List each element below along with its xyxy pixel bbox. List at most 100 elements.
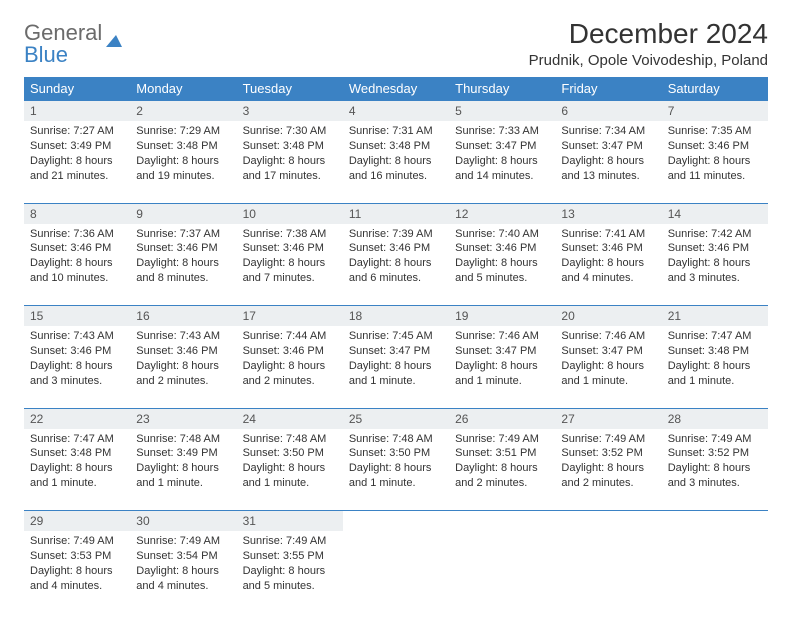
sunrise-line: Sunrise: 7:49 AM [561,432,655,447]
sunrise-line: Sunrise: 7:48 AM [349,432,443,447]
daylight-line: Daylight: 8 hours and 14 minutes. [455,154,549,184]
daylight-line: Daylight: 8 hours and 5 minutes. [243,564,337,594]
sunrise-line: Sunrise: 7:41 AM [561,227,655,242]
sunrise-line: Sunrise: 7:36 AM [30,227,124,242]
day-info-row: Sunrise: 7:47 AMSunset: 3:48 PMDaylight:… [24,429,768,511]
day-number-cell: 3 [237,101,343,122]
daylight-line: Daylight: 8 hours and 10 minutes. [30,256,124,286]
day-info-cell: Sunrise: 7:48 AMSunset: 3:50 PMDaylight:… [237,429,343,511]
daylight-line: Daylight: 8 hours and 16 minutes. [349,154,443,184]
day-number-row: 293031 [24,511,768,532]
sunrise-line: Sunrise: 7:43 AM [30,329,124,344]
logo-text-2: Blue [24,42,68,67]
day-number-row: 22232425262728 [24,408,768,429]
sunset-line: Sunset: 3:52 PM [561,446,655,461]
daylight-line: Daylight: 8 hours and 2 minutes. [243,359,337,389]
daylight-line: Daylight: 8 hours and 7 minutes. [243,256,337,286]
sunrise-line: Sunrise: 7:43 AM [136,329,230,344]
weekday-header: Tuesday [237,77,343,101]
sunset-line: Sunset: 3:50 PM [349,446,443,461]
sunrise-line: Sunrise: 7:39 AM [349,227,443,242]
day-number-cell: 9 [130,203,236,224]
daylight-line: Daylight: 8 hours and 19 minutes. [136,154,230,184]
page-title: December 2024 [529,18,768,50]
header: General Blue December 2024 Prudnik, Opol… [24,18,768,69]
day-number-cell: 7 [662,101,768,122]
day-info-cell: Sunrise: 7:31 AMSunset: 3:48 PMDaylight:… [343,121,449,203]
day-number-cell: 27 [555,408,661,429]
day-info-cell: Sunrise: 7:46 AMSunset: 3:47 PMDaylight:… [555,326,661,408]
day-info-cell: Sunrise: 7:49 AMSunset: 3:54 PMDaylight:… [130,531,236,613]
day-number-cell: 23 [130,408,236,429]
day-info-cell: Sunrise: 7:40 AMSunset: 3:46 PMDaylight:… [449,224,555,306]
daylight-line: Daylight: 8 hours and 21 minutes. [30,154,124,184]
sunrise-line: Sunrise: 7:42 AM [668,227,762,242]
daylight-line: Daylight: 8 hours and 3 minutes. [668,256,762,286]
day-info-cell: Sunrise: 7:37 AMSunset: 3:46 PMDaylight:… [130,224,236,306]
sunrise-line: Sunrise: 7:47 AM [30,432,124,447]
daylight-line: Daylight: 8 hours and 8 minutes. [136,256,230,286]
day-number-cell: 21 [662,306,768,327]
sunset-line: Sunset: 3:46 PM [243,344,337,359]
day-info-cell: Sunrise: 7:48 AMSunset: 3:49 PMDaylight:… [130,429,236,511]
day-info-cell: Sunrise: 7:47 AMSunset: 3:48 PMDaylight:… [24,429,130,511]
daylight-line: Daylight: 8 hours and 1 minute. [349,461,443,491]
sunset-line: Sunset: 3:48 PM [668,344,762,359]
sunrise-line: Sunrise: 7:35 AM [668,124,762,139]
sunset-line: Sunset: 3:47 PM [455,139,549,154]
day-number-cell: 13 [555,203,661,224]
day-number-cell: 11 [343,203,449,224]
sunrise-line: Sunrise: 7:45 AM [349,329,443,344]
day-number-cell: 19 [449,306,555,327]
day-info-cell: Sunrise: 7:43 AMSunset: 3:46 PMDaylight:… [24,326,130,408]
daylight-line: Daylight: 8 hours and 1 minute. [455,359,549,389]
sunset-line: Sunset: 3:49 PM [30,139,124,154]
sunrise-line: Sunrise: 7:49 AM [243,534,337,549]
sunrise-line: Sunrise: 7:49 AM [455,432,549,447]
sunrise-line: Sunrise: 7:33 AM [455,124,549,139]
daylight-line: Daylight: 8 hours and 1 minute. [30,461,124,491]
sunset-line: Sunset: 3:46 PM [136,241,230,256]
day-number-cell: 17 [237,306,343,327]
day-number-row: 891011121314 [24,203,768,224]
day-info-cell: Sunrise: 7:42 AMSunset: 3:46 PMDaylight:… [662,224,768,306]
day-info-cell: Sunrise: 7:34 AMSunset: 3:47 PMDaylight:… [555,121,661,203]
day-info-row: Sunrise: 7:27 AMSunset: 3:49 PMDaylight:… [24,121,768,203]
sunrise-line: Sunrise: 7:48 AM [136,432,230,447]
day-info-cell: Sunrise: 7:29 AMSunset: 3:48 PMDaylight:… [130,121,236,203]
day-number-cell [449,511,555,532]
day-number-cell: 24 [237,408,343,429]
daylight-line: Daylight: 8 hours and 5 minutes. [455,256,549,286]
sunrise-line: Sunrise: 7:40 AM [455,227,549,242]
sunset-line: Sunset: 3:46 PM [668,139,762,154]
sunset-line: Sunset: 3:52 PM [668,446,762,461]
day-info-cell: Sunrise: 7:49 AMSunset: 3:51 PMDaylight:… [449,429,555,511]
sunset-line: Sunset: 3:47 PM [455,344,549,359]
weekday-header-row: SundayMondayTuesdayWednesdayThursdayFrid… [24,77,768,101]
day-info-cell: Sunrise: 7:43 AMSunset: 3:46 PMDaylight:… [130,326,236,408]
sunrise-line: Sunrise: 7:38 AM [243,227,337,242]
sunrise-line: Sunrise: 7:44 AM [243,329,337,344]
sunrise-line: Sunrise: 7:46 AM [455,329,549,344]
sunrise-line: Sunrise: 7:30 AM [243,124,337,139]
sunset-line: Sunset: 3:51 PM [455,446,549,461]
day-number-cell: 14 [662,203,768,224]
day-info-row: Sunrise: 7:43 AMSunset: 3:46 PMDaylight:… [24,326,768,408]
weekday-header: Wednesday [343,77,449,101]
day-info-cell: Sunrise: 7:30 AMSunset: 3:48 PMDaylight:… [237,121,343,203]
day-info-row: Sunrise: 7:36 AMSunset: 3:46 PMDaylight:… [24,224,768,306]
daylight-line: Daylight: 8 hours and 11 minutes. [668,154,762,184]
daylight-line: Daylight: 8 hours and 17 minutes. [243,154,337,184]
daylight-line: Daylight: 8 hours and 1 minute. [136,461,230,491]
day-info-cell: Sunrise: 7:45 AMSunset: 3:47 PMDaylight:… [343,326,449,408]
sunset-line: Sunset: 3:47 PM [561,344,655,359]
sunrise-line: Sunrise: 7:47 AM [668,329,762,344]
sunset-line: Sunset: 3:49 PM [136,446,230,461]
day-number-cell: 22 [24,408,130,429]
sunset-line: Sunset: 3:50 PM [243,446,337,461]
sunrise-line: Sunrise: 7:46 AM [561,329,655,344]
sunset-line: Sunset: 3:47 PM [349,344,443,359]
day-info-cell [343,531,449,613]
daylight-line: Daylight: 8 hours and 13 minutes. [561,154,655,184]
day-number-cell: 8 [24,203,130,224]
